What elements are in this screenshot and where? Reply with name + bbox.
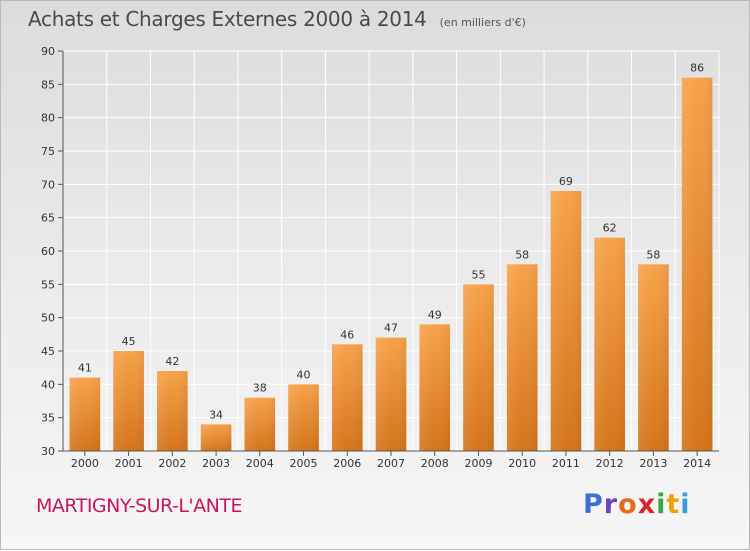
x-tick-label: 2011 bbox=[552, 457, 580, 470]
bar-shine bbox=[419, 324, 451, 451]
chart-subtitle: (en milliers d'€) bbox=[439, 16, 526, 29]
y-tick-label: 70 bbox=[41, 178, 55, 191]
bar-value-label: 46 bbox=[340, 328, 354, 341]
bar-shine bbox=[200, 424, 232, 451]
bar-shine bbox=[113, 351, 144, 451]
bar-value-label: 69 bbox=[559, 175, 573, 188]
logo-letter: x bbox=[637, 489, 657, 520]
x-tick-label: 2013 bbox=[639, 457, 667, 470]
x-tick-label: 2012 bbox=[596, 457, 624, 470]
bar-shine bbox=[681, 77, 713, 452]
bar-value-label: 47 bbox=[384, 322, 398, 335]
bar-value-label: 34 bbox=[209, 408, 223, 421]
bar-shine bbox=[506, 264, 538, 451]
y-tick-label: 65 bbox=[41, 212, 55, 225]
y-tick-label: 55 bbox=[41, 278, 55, 291]
x-tick-label: 2002 bbox=[158, 457, 186, 470]
bar-value-label: 45 bbox=[122, 335, 136, 348]
x-tick-label: 2006 bbox=[333, 457, 361, 470]
chart-title-row: Achats et Charges Externes 2000 à 2014 (… bbox=[28, 7, 526, 31]
y-tick-label: 50 bbox=[41, 312, 55, 325]
x-tick-label: 2010 bbox=[508, 457, 536, 470]
logo-letter: i bbox=[656, 489, 667, 520]
y-tick-label: 45 bbox=[41, 345, 55, 358]
bar-shine bbox=[69, 377, 101, 451]
bar-shine bbox=[463, 284, 494, 451]
x-tick-label: 2004 bbox=[246, 457, 274, 470]
bar-value-label: 62 bbox=[603, 222, 617, 235]
y-tick-label: 85 bbox=[41, 78, 55, 91]
bar-shine bbox=[157, 371, 188, 451]
proxiti-logo: Proxiti bbox=[583, 489, 691, 520]
x-tick-label: 2009 bbox=[464, 457, 492, 470]
x-tick-label: 2003 bbox=[202, 457, 230, 470]
logo-letter: P bbox=[583, 489, 604, 520]
bar-value-label: 38 bbox=[253, 382, 267, 395]
bar-shine bbox=[594, 237, 625, 451]
bar-value-label: 58 bbox=[646, 248, 660, 261]
bar-value-label: 49 bbox=[428, 308, 442, 321]
y-tick-label: 60 bbox=[41, 245, 55, 258]
bar-shine bbox=[638, 264, 669, 451]
y-tick-label: 40 bbox=[41, 378, 55, 391]
y-tick-label: 80 bbox=[41, 112, 55, 125]
bar-value-label: 41 bbox=[78, 362, 92, 375]
bar-value-label: 40 bbox=[297, 368, 311, 381]
logo-letter: i bbox=[680, 489, 691, 520]
x-tick-label: 2005 bbox=[290, 457, 318, 470]
bar-shine bbox=[244, 397, 276, 451]
x-tick-label: 2000 bbox=[71, 457, 99, 470]
logo-letter: r bbox=[603, 489, 619, 520]
bar-shine bbox=[288, 384, 319, 451]
y-tick-label: 75 bbox=[41, 145, 55, 158]
bar-value-label: 58 bbox=[515, 248, 529, 261]
chart-title: Achats et Charges Externes 2000 à 2014 bbox=[28, 7, 427, 31]
x-tick-label: 2001 bbox=[115, 457, 143, 470]
y-tick-label: 90 bbox=[41, 45, 55, 58]
bar-value-label: 55 bbox=[471, 268, 485, 281]
logo-letter: t bbox=[666, 489, 681, 520]
bar-shine bbox=[331, 344, 363, 451]
logo-letter: o bbox=[618, 489, 638, 520]
bar-value-label: 42 bbox=[165, 355, 179, 368]
x-tick-label: 2008 bbox=[421, 457, 449, 470]
x-tick-label: 2014 bbox=[683, 457, 711, 470]
bar-shine bbox=[550, 191, 582, 451]
y-tick-label: 30 bbox=[41, 445, 55, 458]
commune-name: MARTIGNY-SUR-L'ANTE bbox=[36, 495, 242, 517]
bar-shine bbox=[375, 337, 407, 451]
y-tick-label: 35 bbox=[41, 412, 55, 425]
x-tick-label: 2007 bbox=[377, 457, 405, 470]
bar-value-label: 86 bbox=[690, 62, 704, 75]
